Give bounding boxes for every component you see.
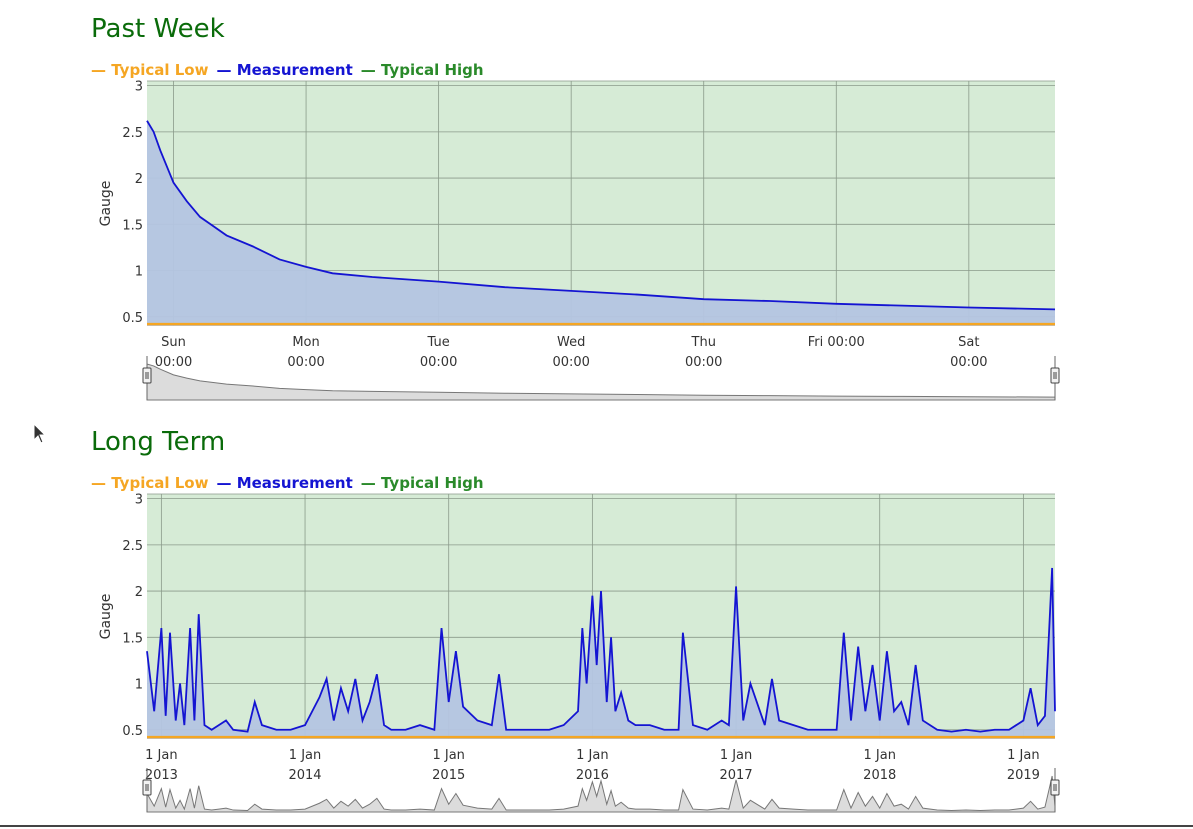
legend-item-typical-low[interactable]: — Typical Low: [91, 474, 209, 492]
y-tick-label: 2: [135, 172, 143, 187]
navigator-handle-left[interactable]: [142, 779, 152, 796]
chart-title-long-term: Long Term: [91, 427, 226, 457]
legend-item-measurement[interactable]: — Measurement: [216, 474, 353, 492]
handle-grip: [1050, 779, 1060, 796]
y-axis-label: Gauge: [98, 181, 114, 227]
x-tick-label: 00:00: [950, 355, 987, 370]
legend-long-term: — Typical Low — Measurement — Typical High: [91, 474, 492, 492]
x-tick-label: 1 Jan: [720, 748, 752, 763]
x-tick-label: 2019: [1007, 768, 1040, 783]
navigator-handle-right[interactable]: [1050, 367, 1060, 384]
long-term-chart[interactable]: 0.5 1 1.5 2 2.5 3 1 Jan 2013 1 Jan 2014 1 Jan 2015 1…: [0, 413, 1193, 829]
y-tick-label: 1.5: [122, 218, 143, 233]
x-tick-label: Tue: [427, 335, 450, 350]
measurement-area: [147, 567, 1055, 739]
y-axis-label: Gauge: [98, 594, 114, 640]
x-tick-label: 2018: [863, 768, 896, 783]
x-tick-label: 2014: [288, 768, 321, 783]
navigator-series: [146, 775, 1056, 813]
window-bottom-border: [0, 825, 1193, 827]
y-tick-label: 1.5: [122, 631, 143, 646]
x-tick-label: 1 Jan: [576, 748, 608, 763]
measurement-line: [146, 567, 1056, 733]
x-tick-label: 00:00: [552, 355, 589, 370]
legend-item-measurement[interactable]: — Measurement: [216, 61, 353, 79]
handle-grip: [142, 367, 152, 384]
x-tick-label: Wed: [557, 335, 585, 350]
mouse-cursor-icon: [33, 423, 47, 444]
y-tick-label: 1: [135, 678, 143, 693]
x-tick-label: 2017: [720, 768, 753, 783]
y-tick-label: 1: [135, 265, 143, 280]
x-tick-label: 00:00: [420, 355, 457, 370]
chart-title-past-week: Past Week: [91, 14, 225, 44]
measurement-area: [147, 120, 1055, 326]
measurement-line: [146, 120, 1056, 311]
x-tick-label: 1 Jan: [432, 748, 464, 763]
y-tick-label: 2: [135, 585, 143, 600]
x-tick-label: 2015: [432, 768, 465, 783]
legend-item-typical-high[interactable]: — Typical High: [360, 61, 484, 79]
handle-grip: [1050, 367, 1060, 384]
y-tick-label: 3: [135, 80, 143, 95]
x-tick-label: 1 Jan: [863, 748, 895, 763]
x-tick-label: Thu: [691, 335, 716, 350]
navigator-handle-left[interactable]: [142, 367, 152, 384]
y-tick-label: 3: [135, 493, 143, 508]
navigator-series: [146, 363, 1056, 401]
legend-past-week: — Typical Low — Measurement — Typical High: [91, 61, 492, 79]
x-tick-label: 00:00: [685, 355, 722, 370]
x-tick-label: 2013: [145, 768, 178, 783]
x-tick-label: 00:00: [287, 355, 324, 370]
y-tick-label: 0.5: [122, 724, 143, 739]
y-tick-label: 0.5: [122, 311, 143, 326]
x-tick-label: Mon: [292, 335, 319, 350]
y-tick-label: 2.5: [122, 539, 143, 554]
legend-item-typical-high[interactable]: — Typical High: [360, 474, 484, 492]
legend-item-typical-low[interactable]: — Typical Low: [91, 61, 209, 79]
x-tick-label: 2016: [576, 768, 609, 783]
handle-grip: [142, 779, 152, 796]
x-tick-label: 1 Jan: [1007, 748, 1039, 763]
navigator-handle-right[interactable]: [1050, 779, 1060, 796]
x-tick-label: 00:00: [155, 355, 192, 370]
y-tick-label: 2.5: [122, 126, 143, 141]
x-tick-label: Fri 00:00: [808, 335, 865, 350]
x-tick-label: Sat: [958, 335, 979, 350]
x-tick-label: 1 Jan: [289, 748, 321, 763]
x-tick-label: 1 Jan: [145, 748, 177, 763]
x-tick-label: Sun: [161, 335, 186, 350]
past-week-chart[interactable]: 0.5 1 1.5 2 2.5 3 Sun 00:00 Mon 00:00 Tue 00:00 Wed 0…: [0, 0, 1193, 410]
